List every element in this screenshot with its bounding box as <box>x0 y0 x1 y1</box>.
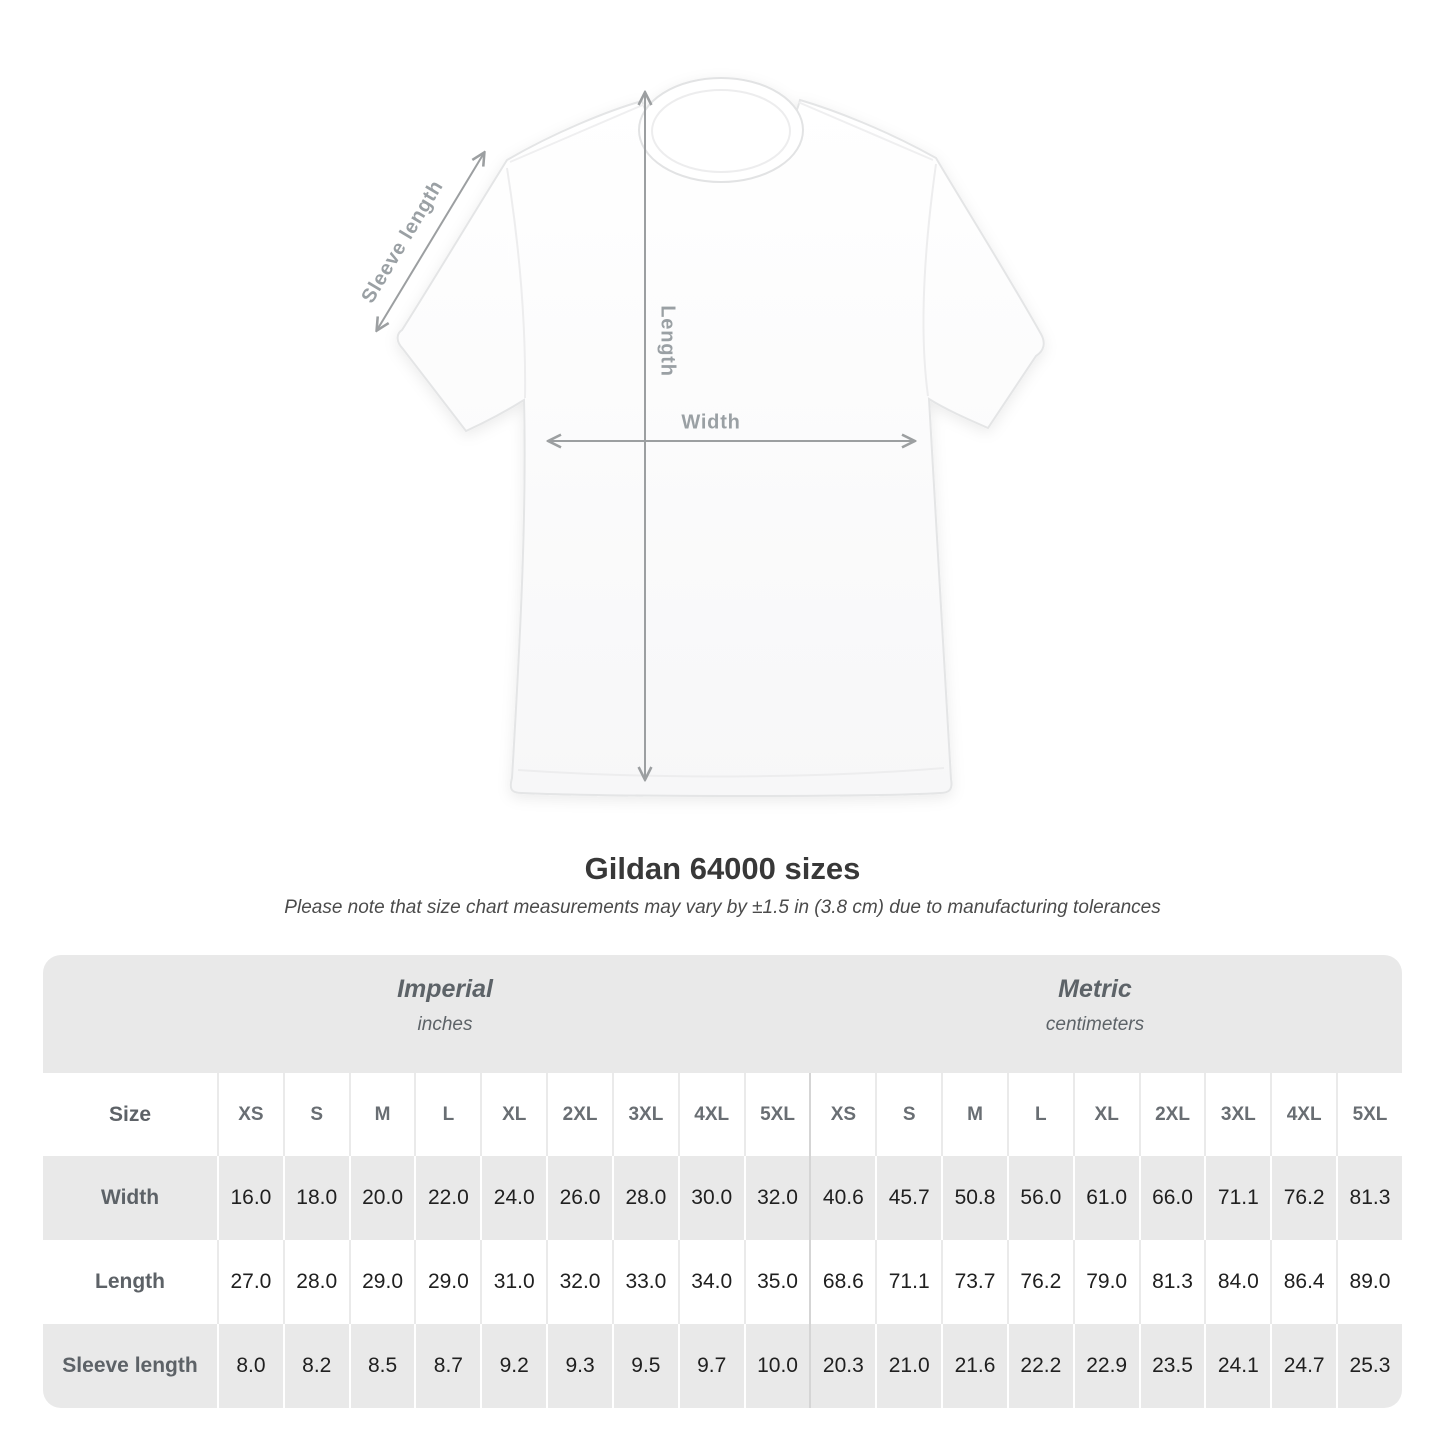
length-value: 68.6 <box>809 1240 875 1324</box>
length-value: 81.3 <box>1138 1240 1205 1324</box>
imperial-section-unit: inches <box>417 1014 473 1035</box>
sleeve-length-value: 8.5 <box>348 1324 415 1408</box>
size-col-header: 4XL <box>1270 1073 1336 1156</box>
metric-section: Metric centimeters <box>1046 975 1144 1036</box>
size-col-header: XL <box>480 1073 546 1156</box>
row-label-length: Length <box>95 1270 165 1293</box>
width-value: 26.0 <box>546 1156 612 1240</box>
length-value: 84.0 <box>1204 1240 1270 1324</box>
row-label-sleeve-length: Sleeve length <box>62 1354 198 1377</box>
page-title: Gildan 64000 sizes <box>584 851 861 886</box>
length-value: 29.0 <box>348 1240 415 1324</box>
width-value: 81.3 <box>1336 1156 1402 1240</box>
metric-section-title: Metric <box>1058 975 1132 1003</box>
width-value: 45.7 <box>875 1156 941 1240</box>
tolerance-note: Please note that size chart measurements… <box>284 897 1161 918</box>
length-value: 73.7 <box>941 1240 1007 1324</box>
sleeve-length-value: 22.2 <box>1006 1324 1073 1408</box>
size-col-header: 2XL <box>546 1073 612 1156</box>
sleeve-length-value: 9.5 <box>611 1324 678 1408</box>
tshirt-silhouette <box>396 77 1045 797</box>
size-col-header: 3XL <box>1204 1073 1270 1156</box>
size-col-header: XS <box>217 1073 283 1156</box>
length-value: 31.0 <box>480 1240 546 1324</box>
size-col-header: 5XL <box>1336 1073 1402 1156</box>
length-value: 35.0 <box>743 1240 810 1324</box>
table-section-header: Imperial inches Metric centimeters <box>43 955 1402 1073</box>
collar <box>638 77 804 183</box>
metric-section-unit: centimeters <box>1045 1014 1145 1035</box>
width-dimension-label: Width <box>681 411 741 434</box>
row-label-width: Width <box>100 1186 160 1209</box>
width-value: 50.8 <box>941 1156 1007 1240</box>
length-value: 89.0 <box>1336 1240 1402 1324</box>
size-table: Imperial inches Metric centimeters Size … <box>43 955 1402 1408</box>
width-value: 76.2 <box>1270 1156 1336 1240</box>
length-value: 71.1 <box>875 1240 941 1324</box>
length-value: 27.0 <box>217 1240 283 1324</box>
width-value: 24.0 <box>480 1156 546 1240</box>
sleeve-length-arrow <box>377 153 484 330</box>
measurement-arrows <box>377 93 914 779</box>
table-row-sleeve-length: Sleeve length 8.0 8.2 8.5 8.7 9.2 9.3 9.… <box>43 1324 1402 1408</box>
width-value: 18.0 <box>282 1156 349 1240</box>
tshirt-diagram: Sleeve length Length Width <box>0 77 1045 797</box>
sleeve-length-value: 21.6 <box>941 1324 1007 1408</box>
size-col-header: M <box>941 1073 1007 1156</box>
length-value: 29.0 <box>414 1240 480 1324</box>
sleeve-length-value: 9.7 <box>677 1324 744 1408</box>
width-value: 56.0 <box>1006 1156 1073 1240</box>
sleeve-length-value: 23.5 <box>1138 1324 1205 1408</box>
sleeve-length-value: 9.2 <box>480 1324 546 1408</box>
sleeve-length-value: 8.7 <box>414 1324 480 1408</box>
width-value: 32.0 <box>743 1156 810 1240</box>
size-col-header: L <box>1006 1073 1073 1156</box>
sleeve-length-value: 9.3 <box>546 1324 612 1408</box>
size-col-header: 5XL <box>743 1073 810 1156</box>
width-value: 40.6 <box>809 1156 875 1240</box>
sleeve-length-value: 8.0 <box>217 1324 283 1408</box>
table-row-length: Length 27.0 28.0 29.0 29.0 31.0 32.0 33.… <box>43 1240 1402 1324</box>
imperial-section: Imperial inches <box>397 975 493 1036</box>
length-dimension-label: Length <box>656 305 679 377</box>
size-col-header: 2XL <box>1138 1073 1205 1156</box>
sleeve-length-value: 24.1 <box>1204 1324 1270 1408</box>
table-size-header-row: Size XS S M L XL 2XL 3XL 4XL 5XL XS S M … <box>43 1073 1402 1156</box>
length-value: 76.2 <box>1006 1240 1073 1324</box>
sleeve-length-value: 24.7 <box>1270 1324 1336 1408</box>
size-col-header: S <box>875 1073 941 1156</box>
width-value: 66.0 <box>1138 1156 1205 1240</box>
size-col-header: XL <box>1072 1073 1139 1156</box>
length-value: 86.4 <box>1270 1240 1336 1324</box>
size-col-header: 3XL <box>611 1073 678 1156</box>
width-value: 71.1 <box>1204 1156 1270 1240</box>
width-value: 30.0 <box>677 1156 744 1240</box>
imperial-section-title: Imperial <box>397 975 493 1003</box>
size-col-header: M <box>348 1073 415 1156</box>
length-value: 79.0 <box>1072 1240 1139 1324</box>
sleeve-length-value: 21.0 <box>875 1324 941 1408</box>
sleeve-length-value: 25.3 <box>1336 1324 1402 1408</box>
width-value: 16.0 <box>217 1156 283 1240</box>
width-value: 61.0 <box>1072 1156 1139 1240</box>
size-row-label: Size <box>108 1102 152 1126</box>
sleeve-length-value: 10.0 <box>743 1324 810 1408</box>
width-value: 28.0 <box>611 1156 678 1240</box>
size-col-header: XS <box>809 1073 875 1156</box>
size-col-header: 4XL <box>677 1073 744 1156</box>
sleeve-length-value: 20.3 <box>809 1324 875 1408</box>
length-value: 34.0 <box>677 1240 744 1324</box>
tshirt-image <box>0 77 1045 797</box>
length-value: 28.0 <box>282 1240 349 1324</box>
size-col-header: L <box>414 1073 480 1156</box>
table-row-width: Width 16.0 18.0 20.0 22.0 24.0 26.0 28.0… <box>43 1156 1402 1240</box>
length-value: 32.0 <box>546 1240 612 1324</box>
width-value: 22.0 <box>414 1156 480 1240</box>
width-value: 20.0 <box>348 1156 415 1240</box>
sleeve-length-value: 8.2 <box>282 1324 349 1408</box>
sleeve-length-value: 22.9 <box>1072 1324 1139 1408</box>
size-col-header: S <box>282 1073 349 1156</box>
length-value: 33.0 <box>611 1240 678 1324</box>
